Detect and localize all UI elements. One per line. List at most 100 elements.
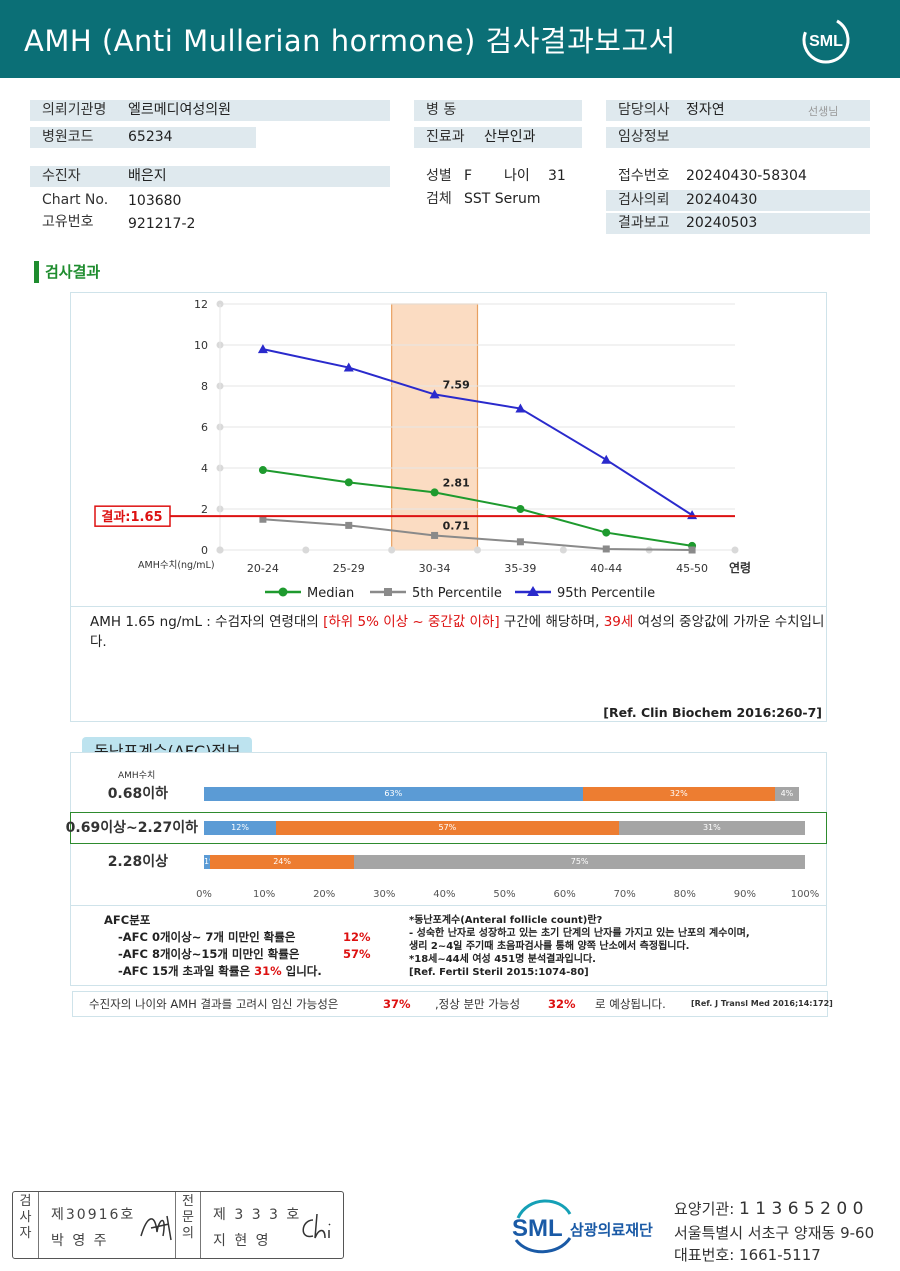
receipt-label: 접수번호 [618, 168, 670, 184]
y-tick-label: 10 [194, 339, 208, 352]
data-label: 0.71 [443, 519, 470, 532]
p5-point [431, 531, 439, 539]
interp-part-5: 여성의 중앙값에 가까운 수치입니다. [90, 614, 825, 650]
result-label: 결과:1.65 [101, 509, 162, 525]
sex-value: F [464, 168, 473, 184]
id-value: 921217-2 [128, 216, 196, 232]
afc-x-tick: 80% [673, 889, 696, 900]
median-point [344, 478, 353, 487]
y-tick-label: 12 [194, 298, 208, 311]
phone-line: 대표번호: 1661-5117 [674, 1244, 821, 1265]
interp-part-3: 구간에 해당하며, [499, 614, 604, 630]
ref-clin-biochem: [Ref. Clin Biochem 2016:260-7] [603, 705, 822, 720]
median-point [516, 505, 525, 513]
x-tick-dot [216, 546, 224, 554]
p5-point [688, 546, 696, 554]
patient-label: 수진자 [42, 168, 81, 184]
ward-row: 병 동 [414, 100, 582, 121]
request-row: 검사의뢰 [606, 190, 870, 211]
x-tick-label: 40-44 [590, 562, 622, 575]
afc-bar-segment: 31% [618, 821, 805, 835]
report-label: 결과보고 [618, 215, 670, 231]
afc-info-panel [70, 906, 827, 986]
afc-note-5: [Ref. Fertil Steril 2015:1074-80] [409, 967, 589, 978]
clinical-label: 임상정보 [618, 129, 670, 145]
p5-point [345, 521, 353, 529]
dept-value: 산부인과 [484, 129, 536, 145]
prob-pregnancy-value: 37% [383, 997, 411, 1011]
afc-bar-segment: 4% [774, 787, 799, 801]
hospital-code-row: 병원코드 [30, 127, 256, 148]
sml-org-logo-text: SML [512, 1215, 563, 1242]
sml-logo-text: SML [809, 33, 843, 50]
afc-x-tick: 40% [433, 889, 456, 900]
age-label: 나이 [504, 168, 530, 184]
examiner-name: 박 영 주 [51, 1233, 109, 1249]
prob-text-a: 수진자의 나이와 AMH 결과를 고려시 임신 가능성은 [89, 997, 339, 1011]
phone-label: 대표번호: [674, 1246, 740, 1264]
chart-label: Chart No. [42, 192, 109, 208]
interp-range: [하위 5% 이상 ~ 중간값 이하] [323, 614, 500, 630]
afc-line-3: -AFC 15개 초과일 확률은 31% 입니다. [118, 963, 322, 980]
specimen-label: 검체 [426, 191, 452, 207]
prob-text-e: 로 예상됩니다. [595, 997, 666, 1011]
dept-label: 진료과 [426, 129, 465, 145]
examiner-license: 제30916호 [51, 1207, 136, 1223]
interp-age: 39세 [603, 614, 634, 630]
afc-bar-segment: 12% [204, 821, 277, 835]
org-name: 삼광의료재단 [570, 1221, 653, 1239]
x-tick-label: 35-39 [504, 562, 536, 575]
legend-label-1: 5th Percentile [412, 586, 502, 601]
p5-point [602, 545, 610, 553]
legend-marker [527, 586, 539, 596]
afc-line-1-value: 12% [343, 930, 371, 944]
afc-x-tick: 70% [613, 889, 636, 900]
org-address: 서울특별시 서초구 양재동 9-60 [674, 1224, 875, 1242]
receipt-value: 20240430-58304 [686, 168, 807, 184]
median-point [258, 466, 267, 475]
y-axis-label: AMH수치(ng/mL) [138, 559, 215, 571]
sex-label: 성별 [426, 168, 452, 184]
legend-label-0: Median [307, 586, 354, 601]
afc-line-3-value: 31% [254, 964, 282, 978]
phone-number: 1661-5117 [739, 1246, 821, 1264]
interpretation-panel [70, 606, 827, 722]
afc-x-tick: 90% [733, 889, 757, 900]
x-tick-label: 25-29 [333, 562, 365, 575]
afc-note-3: 생리 2~4일 주기때 초음파검사를 통해 양쪽 난소에서 측정됩니다. [409, 941, 690, 952]
afc-line-1-text: -AFC 0개이상~ 7개 미만인 확률은 [118, 930, 296, 944]
dept-row: 진료과 [414, 127, 582, 148]
p95-point [257, 344, 268, 354]
afc-x-tick: 50% [493, 889, 516, 900]
report-row: 결과보고 [606, 213, 870, 234]
afc-line-3-text: -AFC 15개 초과일 확률은 [118, 964, 251, 978]
hospital-code-label: 병원코드 [42, 129, 94, 145]
p95-point [687, 510, 698, 520]
hospital-code-value: 65234 [128, 129, 173, 145]
afc-ylabel: AMH수치 [118, 771, 156, 781]
patient-value: 배은지 [128, 168, 167, 184]
afc-bar-segment: 63% [204, 787, 583, 801]
afc-dist-title: AFC분포 [104, 913, 151, 927]
afc-bar-segment: 57% [276, 821, 619, 835]
provider-code-label: 요양기관: [674, 1200, 740, 1218]
legend-label-2: 95th Percentile [557, 586, 655, 601]
specialist-signature-icon [302, 1213, 331, 1239]
y-tick-label: 0 [201, 544, 208, 557]
specialist-license: 제 3 3 3 호 [213, 1207, 302, 1223]
p5-point [516, 538, 524, 546]
institution-label: 의뢰기관명 [42, 102, 107, 118]
p5-point [259, 515, 267, 523]
x-tick-dot [474, 546, 481, 554]
interpretation-text: AMH 1.65 ng/mL : 수검자의 연령대의 [하위 5% 이상 ~ 중… [90, 612, 830, 652]
afc-bar-segment: 1% [204, 855, 210, 869]
series-line-1 [262, 518, 693, 551]
specialist-name: 지 현 영 [213, 1233, 271, 1249]
data-label: 2.81 [443, 476, 470, 489]
afc-x-tick: 30% [373, 889, 396, 900]
afc-note-4: *18세~44세 여성 451명 분석결과입니다. [409, 954, 596, 965]
x-tick-label: 45-50 [676, 562, 708, 575]
request-label: 검사의뢰 [618, 192, 670, 208]
